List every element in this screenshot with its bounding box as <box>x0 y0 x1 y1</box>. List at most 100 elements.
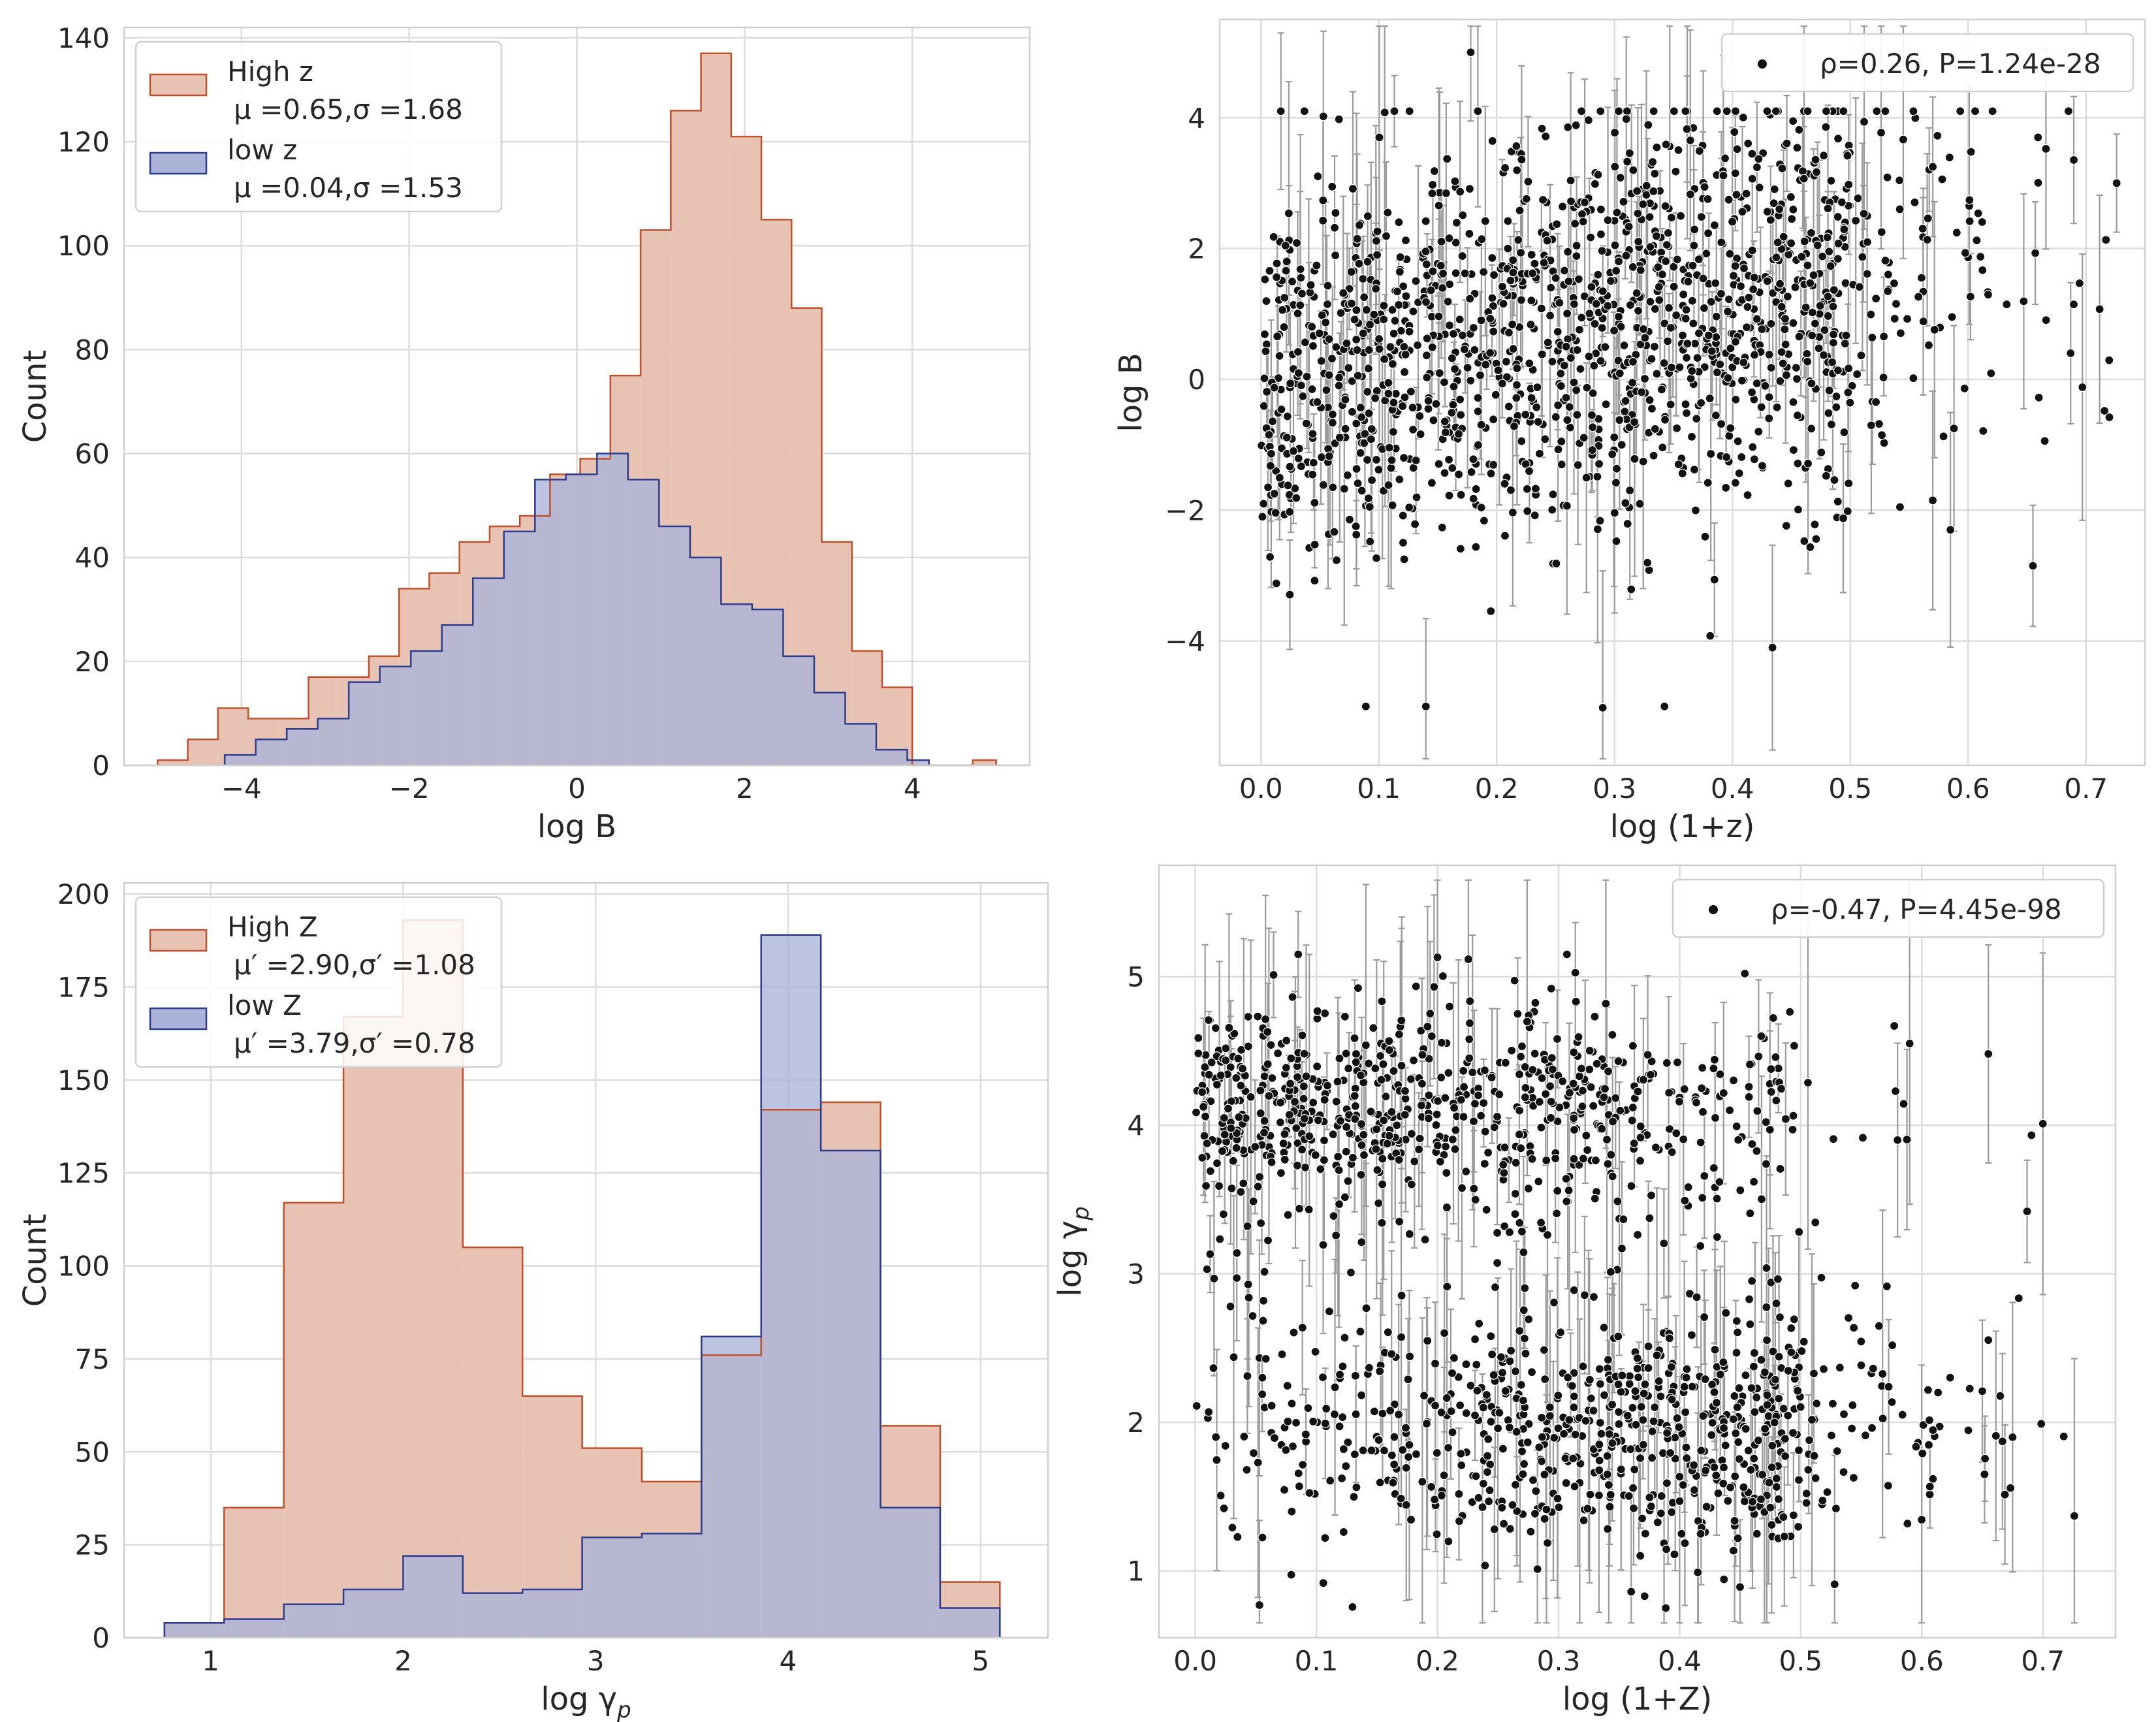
data-point <box>1394 300 1404 310</box>
data-point <box>1347 407 1357 417</box>
data-point <box>1847 381 1857 391</box>
data-point <box>1569 1403 1579 1412</box>
data-point <box>1387 359 1397 369</box>
data-point <box>1519 1305 1529 1315</box>
data-point <box>1555 1102 1564 1112</box>
data-point <box>1705 394 1715 404</box>
data-point <box>1463 363 1472 373</box>
data-point <box>1823 204 1833 214</box>
data-point <box>1237 1064 1248 1074</box>
data-point <box>1260 1116 1269 1126</box>
data-point <box>1726 343 1736 353</box>
high-z-bar <box>972 760 996 765</box>
data-point <box>1227 1183 1237 1193</box>
data-point <box>1762 207 1772 217</box>
data-point <box>1364 1363 1374 1373</box>
data-point <box>1518 1395 1528 1405</box>
data-point <box>1352 464 1361 474</box>
data-point <box>1361 1303 1371 1313</box>
data-point <box>1713 1488 1723 1498</box>
data-point <box>1456 490 1466 500</box>
data-point <box>1756 1194 1767 1204</box>
data-point <box>1644 565 1654 575</box>
data-point <box>1447 353 1457 363</box>
data-point <box>1640 1529 1650 1539</box>
data-point <box>1493 1228 1502 1238</box>
data-point <box>1694 328 1704 338</box>
data-point <box>1871 294 1881 304</box>
data-point <box>1371 1144 1381 1154</box>
data-point <box>1350 1114 1360 1124</box>
high-z-bar <box>187 739 218 765</box>
data-point <box>1625 1379 1634 1389</box>
data-point <box>1826 261 1835 271</box>
data-point <box>1348 1602 1357 1612</box>
data-point <box>1764 1478 1774 1488</box>
data-point <box>1555 1328 1566 1337</box>
data-point <box>1814 343 1824 353</box>
low-z-bar <box>225 755 256 765</box>
data-point <box>1563 122 1573 133</box>
data-point <box>1849 1323 1859 1333</box>
data-point <box>1925 1490 1935 1499</box>
data-point <box>1895 328 1905 338</box>
data-point <box>1534 1177 1544 1187</box>
data-point <box>1499 1168 1509 1178</box>
data-point <box>1585 309 1594 319</box>
data-point <box>1781 521 1791 531</box>
data-point <box>1516 1380 1526 1390</box>
data-point <box>1286 1570 1296 1580</box>
data-point <box>1534 1443 1544 1452</box>
low-z-bar <box>503 531 535 765</box>
legend-box <box>135 896 503 1068</box>
y-tick-label: 50 <box>75 1436 110 1468</box>
x-tick-label: 5 <box>972 1645 989 1677</box>
data-point <box>1768 1013 1778 1023</box>
data-point <box>1534 449 1545 458</box>
data-point <box>1448 1427 1457 1437</box>
data-point <box>1702 1502 1711 1512</box>
data-point <box>1436 1407 1446 1417</box>
data-point <box>1641 181 1651 191</box>
data-point <box>1552 219 1562 229</box>
data-point <box>1423 1336 1433 1346</box>
data-point <box>1778 359 1788 368</box>
data-point <box>1267 1401 1276 1411</box>
data-point <box>1453 429 1464 439</box>
data-point <box>1660 415 1670 424</box>
data-point <box>1486 1331 1496 1341</box>
data-point <box>1839 1467 1848 1477</box>
data-point <box>2041 315 2051 325</box>
data-point <box>1438 283 1448 293</box>
data-point <box>1709 1055 1720 1064</box>
data-point <box>1489 270 1499 280</box>
data-point <box>1510 1188 1521 1199</box>
data-point <box>1461 1166 1471 1177</box>
data-point <box>1512 1427 1521 1437</box>
data-point <box>1933 1388 1943 1397</box>
data-point <box>1745 1209 1755 1219</box>
data-point <box>1956 106 1965 116</box>
data-point <box>1430 1495 1440 1505</box>
data-point <box>1585 1375 1594 1385</box>
data-point <box>1358 328 1368 338</box>
data-point <box>1632 288 1641 298</box>
data-point <box>1719 1088 1728 1098</box>
data-point <box>1880 106 1890 116</box>
x-tick-label: 2 <box>736 773 753 805</box>
x-tick-label: 0.7 <box>2021 1645 2065 1677</box>
data-point <box>1350 1091 1359 1101</box>
data-point <box>1200 1111 1211 1121</box>
data-point <box>1734 468 1744 478</box>
data-point <box>1524 1315 1534 1324</box>
data-point <box>1817 251 1828 261</box>
data-point <box>1346 1268 1356 1277</box>
data-point <box>1603 215 1613 225</box>
data-point <box>1703 194 1713 204</box>
x-tick-label: 0.1 <box>1357 773 1401 805</box>
data-point <box>1797 251 1807 262</box>
data-point <box>1516 1052 1526 1062</box>
histogram-edges <box>157 52 997 767</box>
data-point <box>1638 1075 1648 1085</box>
data-point <box>1546 1113 1556 1123</box>
